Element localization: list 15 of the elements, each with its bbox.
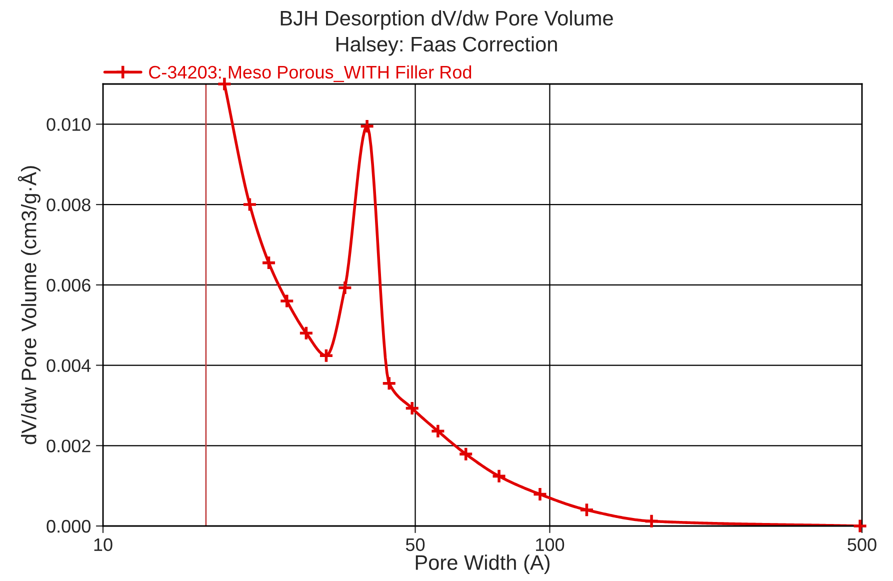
legend-label: C-34203: Meso Porous_WITH Filler Rod bbox=[149, 65, 472, 82]
y-tick-label: 0.002 bbox=[46, 440, 90, 452]
y-tick-label: 0.008 bbox=[46, 198, 90, 212]
x-axis-title: Pore Width (A) bbox=[416, 554, 550, 574]
chart-title: BJH Desorption dV/dw Pore Volume bbox=[280, 10, 613, 30]
x-tick-label: 100 bbox=[536, 538, 564, 552]
chart-subtitle: Halsey: Faas Correction bbox=[336, 36, 557, 56]
x-tick-label: 500 bbox=[848, 538, 876, 552]
y-tick-label: 0.006 bbox=[46, 278, 90, 292]
x-tick-label: 10 bbox=[94, 538, 112, 552]
y-tick-label: 0.000 bbox=[46, 520, 90, 533]
y-tick-label: 0.004 bbox=[46, 359, 91, 372]
y-axis-title: dV/dw Pore Volume (cm3/g·Å) bbox=[18, 166, 40, 444]
y-tick-label: 0.010 bbox=[46, 118, 90, 131]
x-tick-label: 50 bbox=[406, 538, 425, 552]
